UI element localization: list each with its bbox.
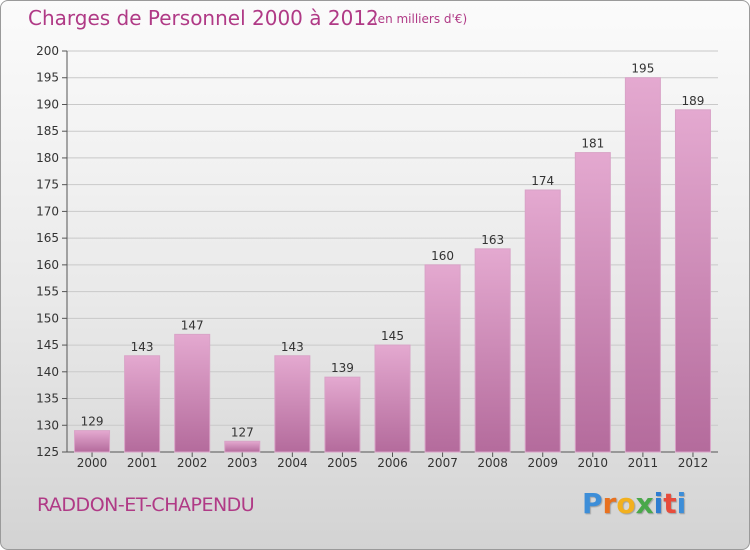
x-tick-label: 2010 — [578, 456, 609, 470]
logo-letter: i — [676, 487, 687, 520]
x-tick-label: 2007 — [427, 456, 458, 470]
y-tick-label: 170 — [36, 204, 59, 218]
x-tick-label: 2004 — [277, 456, 308, 470]
y-tick-label: 175 — [36, 178, 59, 192]
y-tick-label: 155 — [36, 285, 59, 299]
data-label-2007: 160 — [431, 249, 454, 263]
commune-name: RADDON-ET-CHAPENDU — [37, 494, 255, 516]
bar-2006 — [374, 344, 411, 453]
y-tick-label: 135 — [36, 392, 59, 406]
bar-2007 — [424, 264, 461, 453]
y-tick-label: 125 — [36, 445, 59, 459]
logo-letter: r — [602, 487, 617, 520]
bar-2004 — [274, 355, 311, 453]
x-tick-label: 2006 — [377, 456, 408, 470]
data-labels: 129 143 147 127 143 139 145 160 163 174 181 195 189 — [81, 62, 705, 440]
bar-2012 — [674, 109, 711, 453]
y-tick-label: 145 — [36, 338, 59, 352]
logo-letter: P — [582, 487, 603, 520]
data-label-2000: 129 — [81, 415, 104, 429]
data-label-2006: 145 — [381, 329, 404, 343]
y-tick-label: 190 — [36, 97, 59, 111]
logo-letter: x — [635, 487, 654, 520]
chart-title: Charges de Personnel 2000 à 2012 — [28, 6, 379, 30]
y-tick-label: 140 — [36, 365, 59, 379]
x-tick-label: 2009 — [527, 456, 558, 470]
bar-2011 — [624, 77, 661, 453]
bar-2001 — [124, 355, 161, 453]
logo-letter: t — [663, 487, 677, 520]
y-tick-label: 160 — [36, 258, 59, 272]
x-tick-label: 2003 — [227, 456, 258, 470]
axes: 125 130 135 140 145 150 155 160 165 170 175 180 185 1… — [36, 44, 718, 470]
y-tick-label: 165 — [36, 231, 59, 245]
bar-2000 — [74, 430, 111, 453]
x-tick-label: 2001 — [127, 456, 158, 470]
bar-2005 — [324, 376, 361, 453]
y-tick-label: 195 — [36, 71, 59, 85]
bar-2009 — [524, 189, 561, 453]
y-tick-label: 150 — [36, 311, 59, 325]
data-label-2005: 139 — [331, 361, 354, 375]
x-tick-label: 2011 — [628, 456, 659, 470]
data-label-2009: 174 — [531, 174, 554, 188]
bar-2008 — [474, 248, 511, 453]
x-tick-label: 2008 — [477, 456, 508, 470]
data-label-2003: 127 — [231, 425, 254, 439]
data-label-2010: 181 — [581, 137, 604, 151]
y-tick-label: 200 — [36, 44, 59, 58]
y-tick-label: 130 — [36, 418, 59, 432]
bars — [74, 77, 711, 453]
y-tick-label: 180 — [36, 151, 59, 165]
logo-letter: i — [653, 487, 664, 520]
logo-letter: o — [616, 487, 636, 520]
x-tick-label: 2002 — [177, 456, 208, 470]
data-label-2011: 195 — [631, 62, 654, 76]
data-label-2004: 143 — [281, 340, 304, 354]
proxiti-logo[interactable]: Proxiti — [582, 487, 686, 520]
data-label-2008: 163 — [481, 233, 504, 247]
y-tick-label: 185 — [36, 124, 59, 138]
bar-2003 — [224, 440, 261, 453]
bar-2010 — [574, 152, 611, 453]
data-label-2012: 189 — [682, 94, 705, 108]
x-tick-label: 2005 — [327, 456, 358, 470]
bar-2002 — [174, 333, 211, 453]
x-tick-label: 2012 — [678, 456, 709, 470]
data-label-2001: 143 — [131, 340, 154, 354]
chart-subtitle: (en milliers d'€) — [373, 12, 468, 26]
x-tick-label: 2000 — [77, 456, 108, 470]
data-label-2002: 147 — [181, 318, 204, 332]
